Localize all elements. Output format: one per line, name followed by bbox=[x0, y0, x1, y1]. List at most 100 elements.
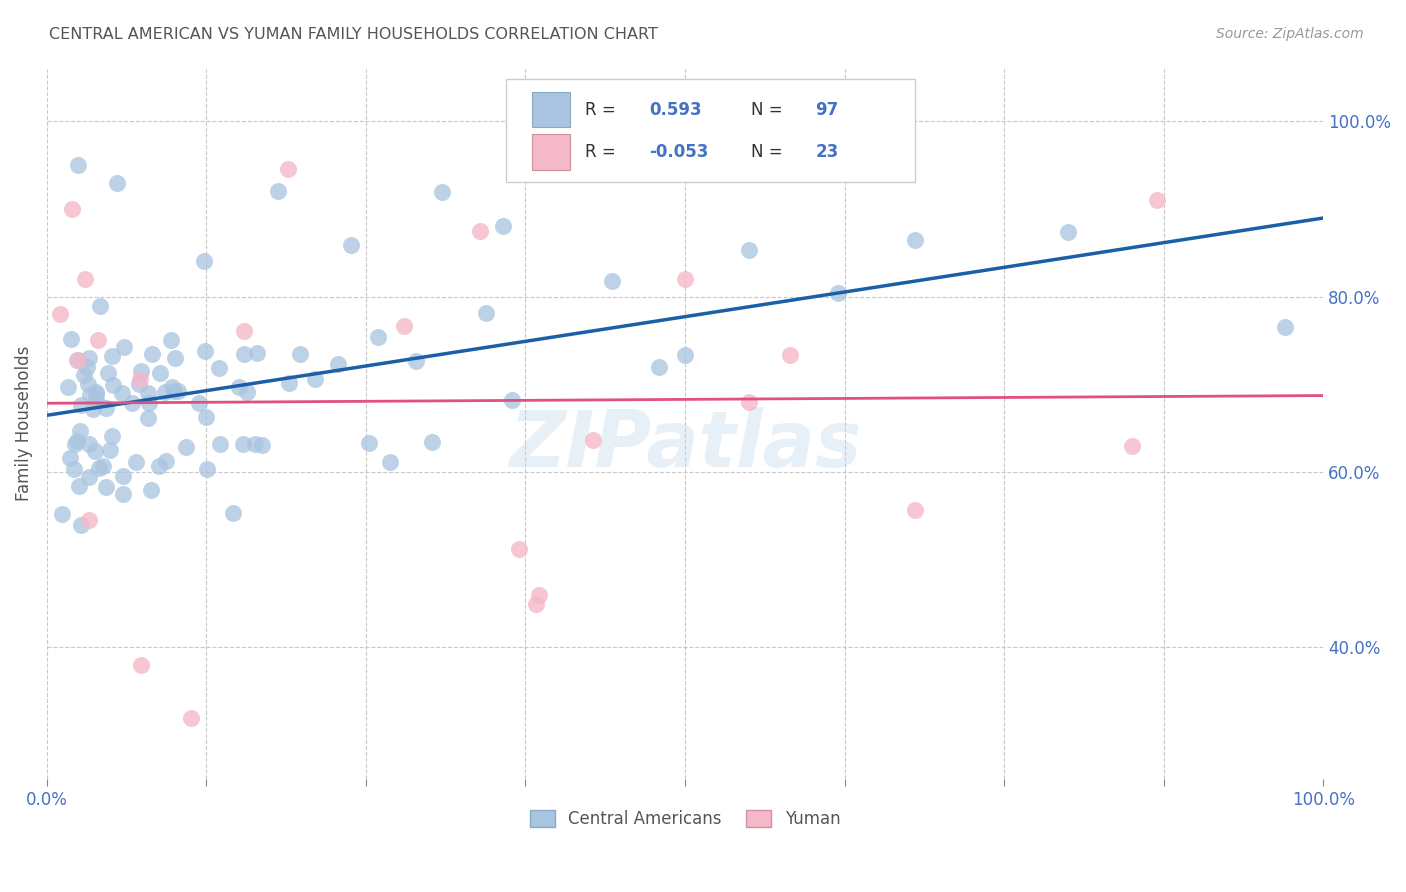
Point bbox=[94, 401, 117, 416]
Point bbox=[378, 455, 401, 469]
Point bbox=[529, 588, 551, 602]
Point bbox=[501, 393, 523, 408]
Point bbox=[246, 346, 269, 360]
Point bbox=[101, 349, 124, 363]
Point bbox=[233, 324, 256, 338]
Point bbox=[904, 234, 927, 248]
Point bbox=[51, 508, 73, 522]
Point bbox=[128, 376, 150, 391]
Point bbox=[232, 436, 254, 450]
Point bbox=[508, 542, 530, 557]
FancyBboxPatch shape bbox=[531, 92, 571, 128]
Point bbox=[245, 437, 267, 451]
Point bbox=[827, 285, 849, 300]
FancyBboxPatch shape bbox=[506, 79, 915, 182]
Point bbox=[392, 319, 415, 334]
Point bbox=[110, 386, 132, 401]
Point bbox=[236, 385, 259, 400]
Point bbox=[193, 343, 215, 358]
Point bbox=[228, 380, 250, 394]
Point bbox=[69, 424, 91, 438]
Text: R =: R = bbox=[585, 101, 621, 119]
Point bbox=[128, 371, 150, 385]
Point bbox=[141, 483, 163, 497]
Point bbox=[112, 487, 135, 501]
Point bbox=[163, 351, 186, 366]
Point bbox=[1274, 320, 1296, 334]
Point bbox=[188, 396, 211, 410]
Point bbox=[83, 444, 105, 458]
Point bbox=[602, 274, 624, 288]
Point bbox=[208, 361, 231, 376]
Point bbox=[103, 378, 125, 392]
Point bbox=[86, 392, 108, 407]
Text: Source: ZipAtlas.com: Source: ZipAtlas.com bbox=[1216, 27, 1364, 41]
Point bbox=[153, 385, 176, 400]
Point bbox=[129, 657, 152, 672]
Point bbox=[67, 479, 90, 493]
Point bbox=[492, 219, 515, 234]
Point bbox=[98, 442, 121, 457]
Point bbox=[524, 597, 547, 611]
Point bbox=[149, 366, 172, 380]
Text: -0.053: -0.053 bbox=[650, 143, 709, 161]
Point bbox=[648, 360, 671, 375]
Point bbox=[339, 237, 361, 252]
Point bbox=[232, 347, 254, 361]
Point bbox=[121, 396, 143, 410]
Point bbox=[1057, 225, 1080, 239]
Point bbox=[84, 386, 107, 401]
Point bbox=[136, 411, 159, 425]
Point bbox=[58, 380, 80, 394]
Point bbox=[304, 372, 326, 386]
Legend: Central Americans, Yuman: Central Americans, Yuman bbox=[523, 803, 846, 835]
Point bbox=[112, 340, 135, 354]
Point bbox=[359, 435, 381, 450]
Text: N =: N = bbox=[751, 101, 789, 119]
Point bbox=[174, 440, 197, 454]
Point bbox=[160, 333, 183, 347]
Text: 0.593: 0.593 bbox=[650, 101, 702, 119]
Point bbox=[105, 176, 128, 190]
Point bbox=[166, 384, 188, 399]
Point bbox=[76, 359, 98, 374]
Point bbox=[267, 184, 290, 198]
Point bbox=[67, 158, 90, 172]
Point bbox=[125, 455, 148, 469]
Point bbox=[673, 272, 696, 286]
Point bbox=[66, 353, 89, 368]
Point bbox=[904, 503, 927, 517]
Point bbox=[193, 254, 215, 268]
Point bbox=[155, 454, 177, 468]
Point bbox=[77, 377, 100, 392]
Point bbox=[420, 435, 443, 450]
Point bbox=[432, 185, 454, 199]
Point bbox=[129, 364, 152, 378]
Point bbox=[277, 376, 299, 390]
Point bbox=[67, 352, 90, 367]
Point bbox=[77, 469, 100, 483]
Point bbox=[779, 348, 801, 362]
Point bbox=[288, 347, 311, 361]
Point bbox=[59, 450, 82, 465]
Point bbox=[138, 396, 160, 410]
Point bbox=[738, 243, 761, 257]
Point bbox=[195, 409, 218, 424]
Text: R =: R = bbox=[585, 143, 621, 161]
Point bbox=[208, 437, 231, 451]
Point bbox=[141, 347, 163, 361]
Point bbox=[66, 434, 89, 449]
Point bbox=[405, 353, 427, 368]
Point bbox=[48, 307, 70, 321]
Point bbox=[89, 299, 111, 313]
Point bbox=[63, 436, 86, 450]
Point bbox=[222, 506, 245, 520]
Point bbox=[468, 224, 491, 238]
Point bbox=[582, 434, 605, 448]
Y-axis label: Family Households: Family Households bbox=[15, 346, 32, 501]
Point bbox=[60, 332, 83, 346]
Point bbox=[86, 384, 108, 399]
Point bbox=[673, 348, 696, 362]
Point bbox=[97, 366, 120, 380]
Point bbox=[252, 438, 274, 452]
